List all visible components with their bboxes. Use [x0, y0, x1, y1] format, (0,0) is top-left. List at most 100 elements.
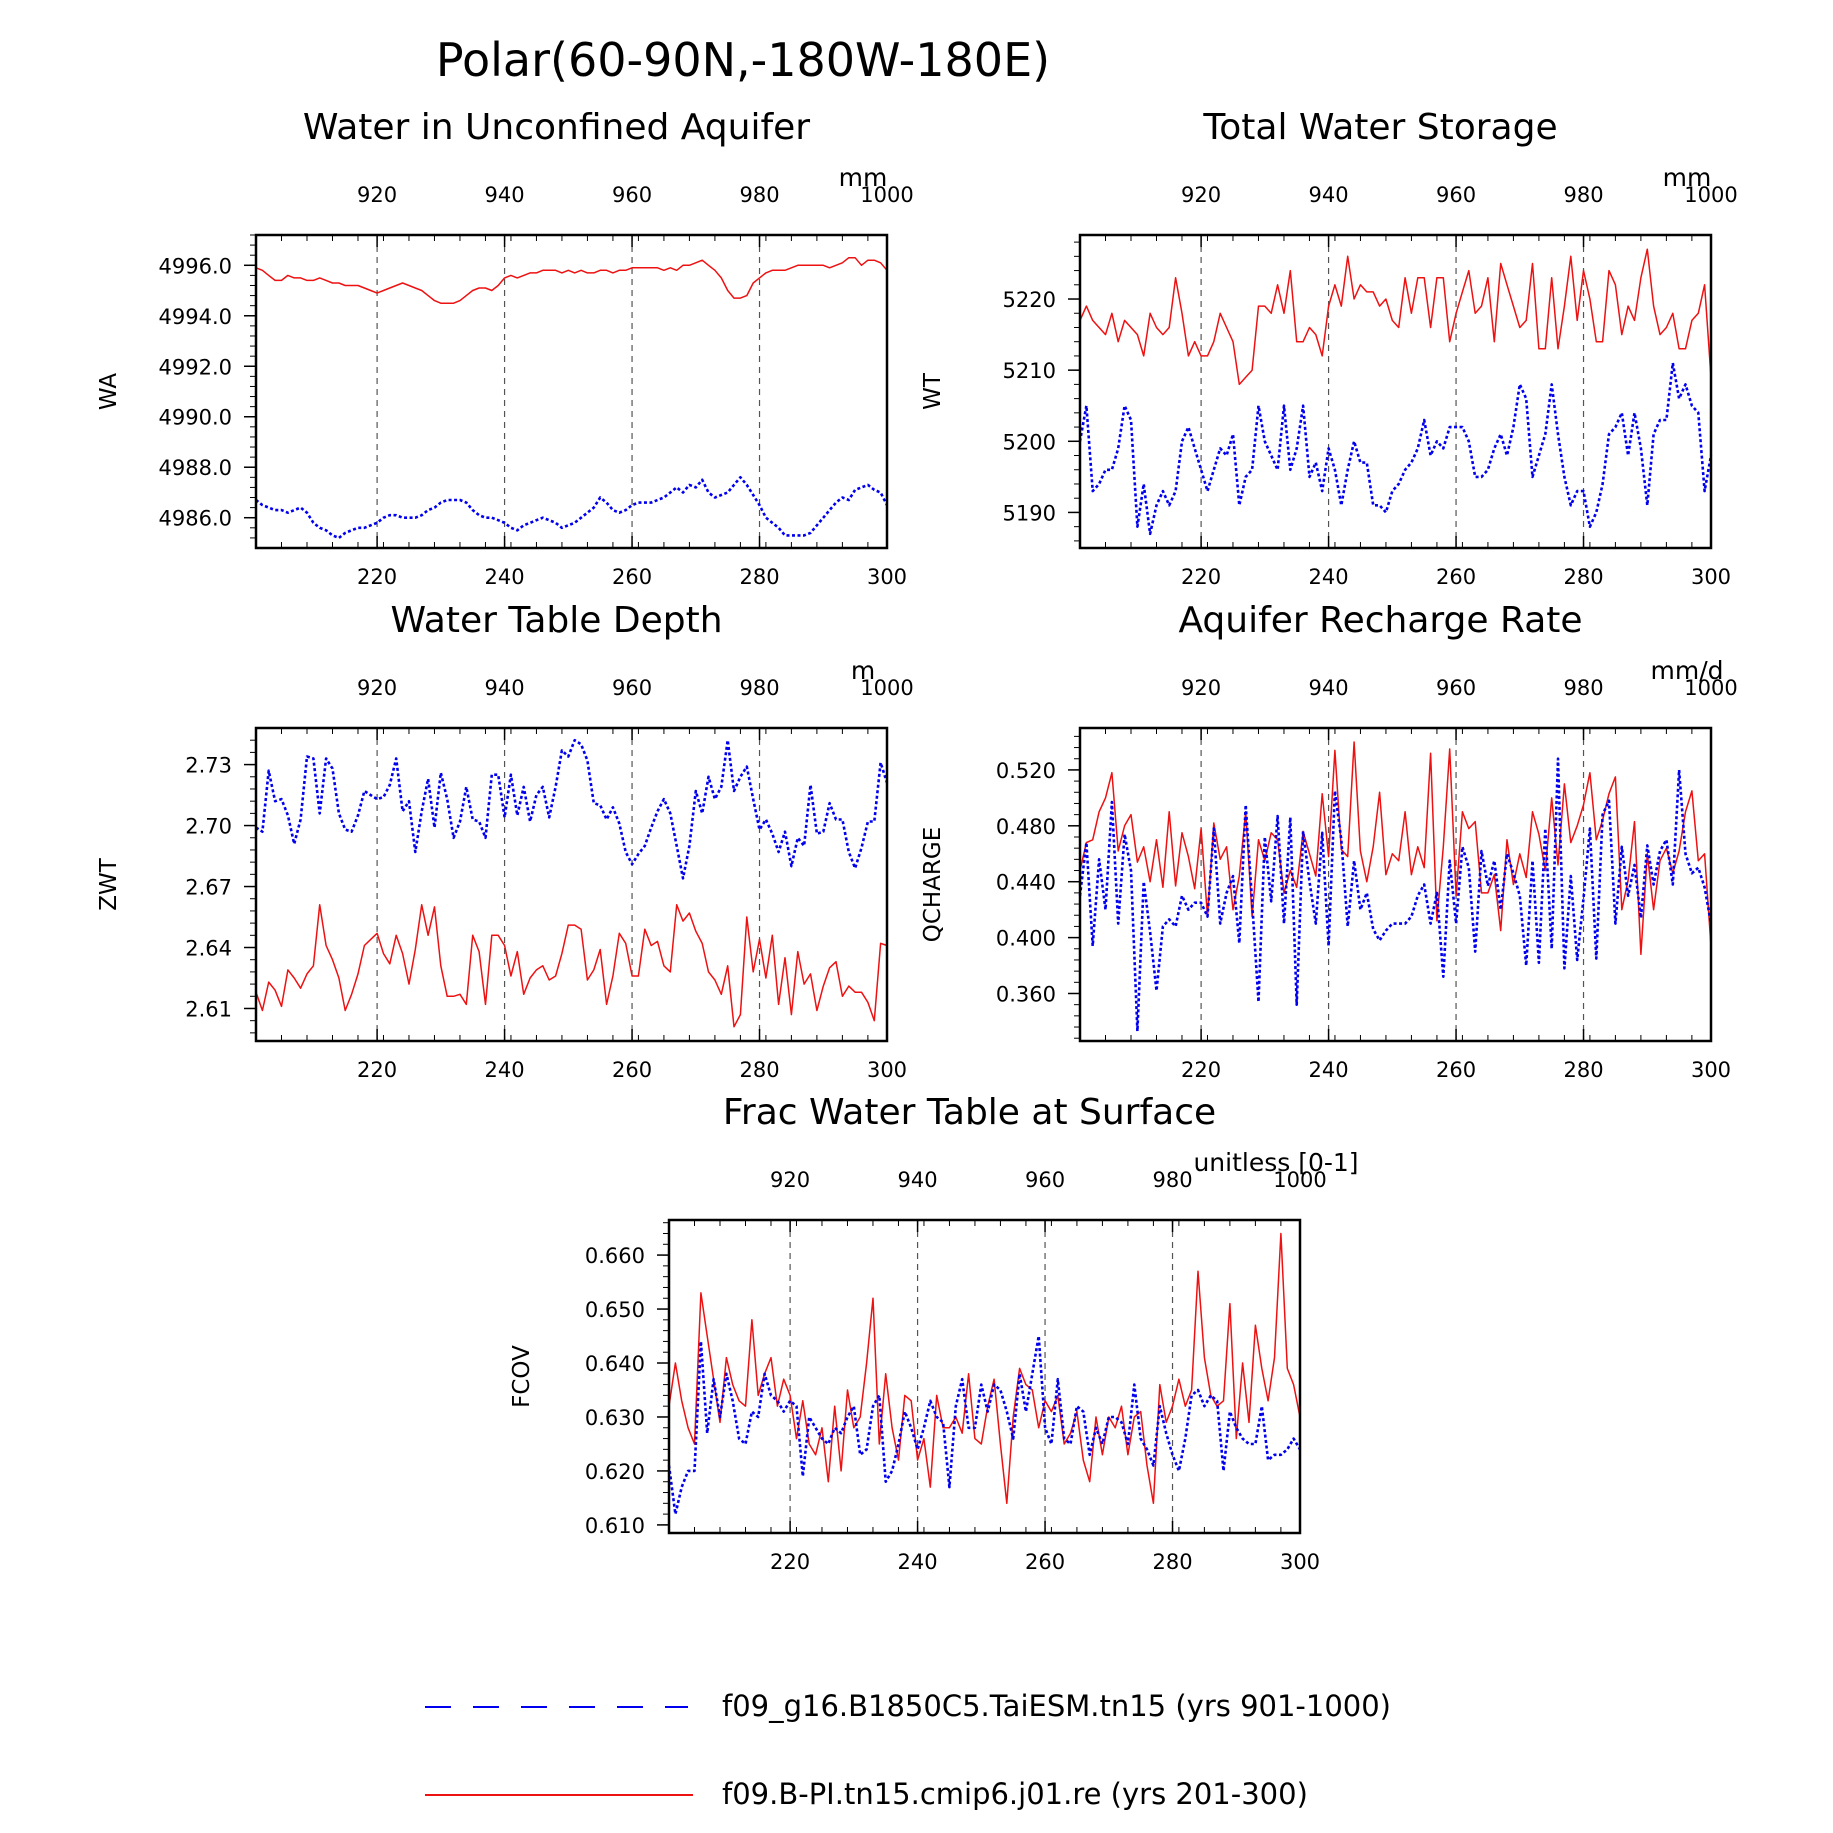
y-axis-label: WA [96, 373, 122, 410]
y-tick-label: 2.64 [185, 937, 232, 961]
y-tick-label: 2.70 [185, 815, 232, 839]
x-tick-label-top: 1000 [1684, 676, 1737, 700]
x-tick-label-top: 920 [357, 676, 397, 700]
y-tick-label: 0.650 [585, 1298, 645, 1322]
y-tick-label: 5190 [1003, 501, 1056, 525]
x-tick-label-bottom: 260 [1436, 1058, 1476, 1082]
y-axis-label: WT [920, 372, 946, 410]
series-line-solid [1079, 248, 1712, 386]
y-tick-label: 4992.0 [159, 355, 232, 379]
plot-frame [1078, 726, 1713, 1043]
x-tick-label-bottom: 220 [357, 1058, 397, 1082]
x-tick-label-bottom: 220 [1181, 1058, 1221, 1082]
series-line-dashed [1078, 757, 1713, 1033]
panel-1: Water in Unconfined Aquifer mm WA 220 920 240… [96, 107, 914, 589]
y-tick-label: 4986.0 [159, 507, 232, 531]
figure-title: Polar(60-90N,-180W-180E) [436, 33, 1050, 87]
plot-frame [1078, 233, 1713, 550]
x-tick-label-top: 960 [612, 183, 652, 207]
panel-3: Water Table Depth m ZWT 220 920 240 940 260 960 2… [96, 600, 914, 1082]
x-tick-label-top: 920 [357, 183, 397, 207]
y-tick-label: 0.630 [585, 1406, 645, 1430]
series-line-solid [668, 1232, 1301, 1505]
series-line-dashed [255, 475, 889, 540]
x-tick-label-top: 920 [770, 1168, 810, 1192]
x-tick-label-bottom: 260 [1436, 565, 1476, 589]
x-tick-label-top: 1000 [860, 676, 913, 700]
panel-title: Frac Water Table at Surface [723, 1092, 1216, 1133]
panel-2: Total Water Storage mm WT 220 920 240 940 260 96… [920, 107, 1738, 589]
y-tick-label: 4994.0 [159, 305, 232, 329]
x-tick-label-top: 980 [1563, 676, 1603, 700]
x-tick-label-bottom: 260 [1025, 1550, 1065, 1574]
x-tick-label-top: 940 [485, 183, 525, 207]
y-tick-label: 4988.0 [159, 456, 232, 480]
series-line-solid [255, 256, 888, 304]
panel-title: Aquifer Recharge Rate [1178, 600, 1582, 641]
x-tick-label-bottom: 280 [739, 565, 779, 589]
x-tick-label-bottom: 300 [867, 565, 907, 589]
x-tick-label-bottom: 280 [1563, 1058, 1603, 1082]
series-line-solid [255, 904, 888, 1028]
x-tick-label-bottom: 220 [357, 565, 397, 589]
panels: Water in Unconfined Aquifer mm WA 220 920 240… [96, 107, 1738, 1574]
units-label: mm [1663, 163, 1712, 192]
series-line-solid [1079, 741, 1712, 956]
y-tick-label: 0.660 [585, 1244, 645, 1268]
x-tick-label-top: 940 [1309, 676, 1349, 700]
plot-frame [254, 233, 889, 550]
legend: f09_g16.B1850C5.TaiESM.tn15 (yrs 901-100… [425, 1689, 1391, 1811]
x-tick-label-top: 980 [1152, 1168, 1192, 1192]
units-label: mm/d [1651, 656, 1724, 685]
y-tick-label: 0.480 [996, 815, 1056, 839]
x-tick-label-bottom: 220 [1181, 565, 1221, 589]
x-tick-label-top: 960 [612, 676, 652, 700]
x-tick-label-bottom: 280 [1563, 565, 1603, 589]
x-tick-label-bottom: 300 [867, 1058, 907, 1082]
units-label: mm [839, 163, 888, 192]
legend-label-dashed: f09_g16.B1850C5.TaiESM.tn15 (yrs 901-100… [722, 1689, 1391, 1723]
y-tick-label: 2.73 [185, 754, 232, 778]
y-tick-label: 0.610 [585, 1514, 645, 1538]
y-tick-label: 5210 [1003, 359, 1056, 383]
x-tick-label-top: 940 [485, 676, 525, 700]
panel-5: Frac Water Table at Surface unitless [0-1… [509, 1092, 1359, 1574]
units-label: m [851, 656, 875, 685]
y-tick-label: 0.640 [585, 1352, 645, 1376]
x-tick-label-top: 980 [739, 183, 779, 207]
y-axis-label: ZWT [96, 857, 122, 910]
y-tick-label: 2.61 [185, 997, 232, 1021]
panel-title: Water in Unconfined Aquifer [303, 107, 810, 148]
series-line-dashed [255, 738, 889, 880]
x-tick-label-bottom: 300 [1691, 1058, 1731, 1082]
x-tick-label-top: 920 [1181, 183, 1221, 207]
y-tick-label: 0.440 [996, 871, 1056, 895]
x-tick-label-top: 1000 [1684, 183, 1737, 207]
plot-frame [667, 1218, 1302, 1535]
x-tick-label-top: 1000 [1273, 1168, 1326, 1192]
x-tick-label-bottom: 240 [485, 1058, 525, 1082]
series-line-dashed [1078, 361, 1713, 536]
panel-4: Aquifer Recharge Rate mm/d QCHARGE 220 920 24… [920, 600, 1738, 1082]
y-tick-label: 4990.0 [159, 406, 232, 430]
y-axis-label: FCOV [509, 1345, 535, 1408]
x-tick-label-bottom: 260 [612, 565, 652, 589]
y-tick-label: 0.360 [996, 982, 1056, 1006]
y-tick-label: 0.520 [996, 759, 1056, 783]
x-tick-label-top: 940 [898, 1168, 938, 1192]
x-tick-label-top: 1000 [860, 183, 913, 207]
x-tick-label-top: 980 [1563, 183, 1603, 207]
x-tick-label-bottom: 280 [1152, 1550, 1192, 1574]
x-tick-label-bottom: 240 [1309, 1058, 1349, 1082]
x-tick-label-bottom: 240 [485, 565, 525, 589]
x-tick-label-top: 940 [1309, 183, 1349, 207]
y-tick-label: 0.400 [996, 927, 1056, 951]
y-tick-label: 5200 [1003, 430, 1056, 454]
x-tick-label-bottom: 300 [1691, 565, 1731, 589]
y-tick-label: 0.620 [585, 1460, 645, 1484]
x-tick-label-top: 980 [739, 676, 779, 700]
units-label: unitless [0-1] [1193, 1148, 1358, 1177]
panel-title: Water Table Depth [390, 600, 722, 641]
x-tick-label-bottom: 260 [612, 1058, 652, 1082]
